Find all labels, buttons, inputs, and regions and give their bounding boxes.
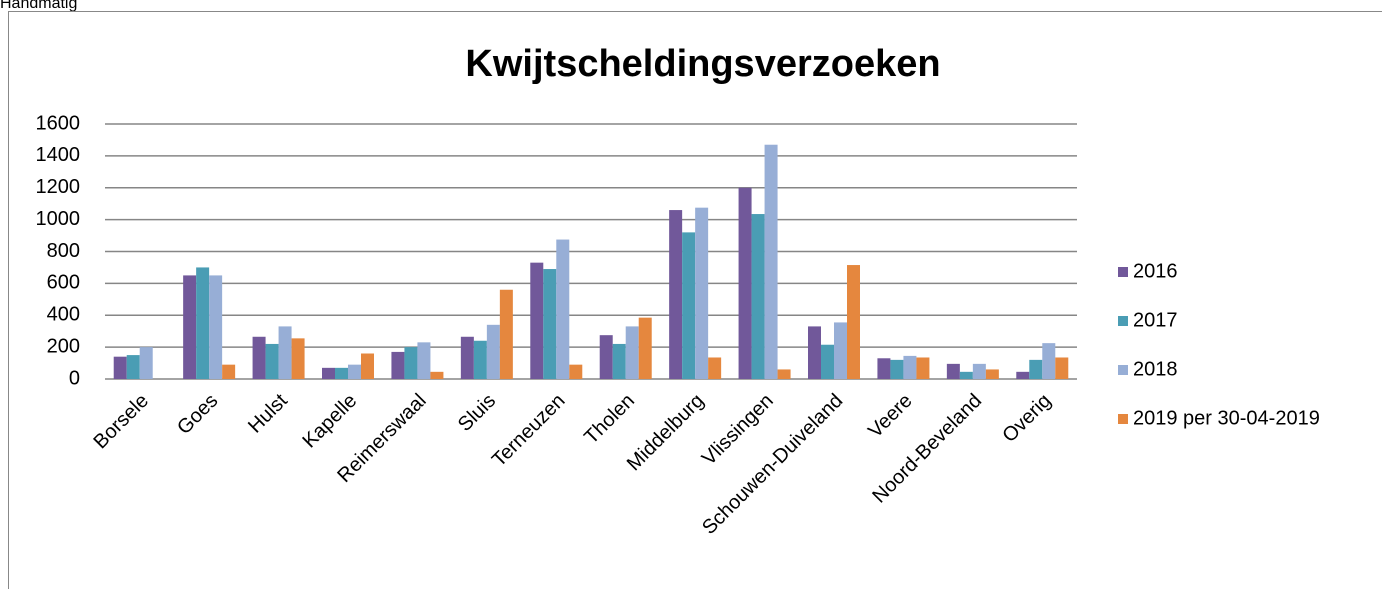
bar	[252, 336, 266, 379]
x-tick-label: Kapelle	[299, 390, 362, 453]
bar	[638, 317, 652, 379]
bar	[126, 355, 140, 379]
y-tick-label: 400	[47, 304, 80, 326]
bar	[708, 357, 722, 379]
bar	[139, 347, 153, 379]
bar	[473, 340, 487, 379]
bar	[265, 343, 279, 379]
x-tick-label: Veere	[864, 390, 917, 443]
x-tick-label: Overig	[998, 390, 1055, 447]
x-tick-label: Schouwen-Duiveland	[698, 390, 847, 539]
legend-label: 2016	[1133, 260, 1178, 282]
legend-label: 2018	[1133, 358, 1178, 380]
bar	[890, 359, 904, 379]
bar	[877, 358, 891, 379]
bar	[625, 326, 639, 379]
y-tick-label: 1200	[36, 176, 81, 198]
y-tick-label: 200	[47, 335, 80, 357]
bar	[335, 367, 348, 379]
legend-swatch	[1118, 316, 1128, 326]
y-tick-label: 1400	[36, 144, 81, 166]
y-tick-label: 1000	[36, 208, 81, 230]
bar	[183, 275, 197, 379]
x-tick-label: Borsele	[89, 390, 153, 454]
bar	[916, 357, 930, 379]
bar	[777, 369, 791, 379]
bar	[903, 355, 917, 379]
bar	[985, 369, 999, 379]
bar	[361, 353, 374, 379]
bar	[291, 338, 305, 379]
y-tick-label: 0	[69, 367, 80, 389]
bar	[404, 347, 418, 379]
bar	[738, 187, 752, 379]
legend-swatch	[1118, 365, 1128, 375]
bar	[847, 265, 860, 379]
bar	[808, 326, 821, 379]
bar	[946, 363, 960, 379]
bar	[1029, 359, 1043, 379]
bar	[209, 275, 223, 379]
bar	[278, 326, 292, 379]
bar	[751, 214, 765, 379]
bar	[417, 342, 431, 379]
bar	[669, 210, 683, 379]
bar	[530, 262, 544, 379]
x-tick-label: Sluis	[454, 390, 500, 436]
bar	[599, 335, 613, 379]
legend-swatch	[1118, 414, 1128, 424]
bar	[430, 371, 444, 379]
x-tick-label: Hulst	[244, 389, 292, 437]
y-tick-label: 1600	[36, 112, 81, 134]
chart-title: Kwijtscheldingsverzoeken	[465, 43, 940, 85]
bar	[113, 356, 127, 379]
bar	[1016, 371, 1030, 379]
bar	[322, 367, 335, 379]
bar	[821, 344, 834, 379]
bar	[486, 324, 500, 379]
bar	[695, 207, 709, 379]
x-tick-label: Terneuzen	[488, 390, 570, 472]
legend-swatch	[1118, 267, 1128, 277]
bar	[222, 364, 236, 379]
y-tick-label: 600	[47, 272, 80, 294]
bar	[569, 364, 583, 379]
page-label: Handmatig	[0, 0, 77, 12]
y-tick-label: 800	[47, 240, 80, 262]
bar	[543, 269, 557, 379]
bar	[196, 267, 210, 379]
bar	[1055, 357, 1069, 379]
bar	[348, 364, 361, 379]
x-tick-label: Goes	[173, 390, 222, 439]
bar	[391, 351, 405, 379]
bar	[499, 289, 513, 379]
chart-frame	[8, 11, 1382, 589]
legend-label: 2017	[1133, 309, 1178, 331]
bar	[764, 144, 778, 379]
bar	[972, 363, 986, 379]
bar	[460, 336, 474, 379]
legend-label: 2019 per 30-04-2019	[1133, 407, 1320, 429]
bar	[959, 371, 973, 379]
x-tick-label: Tholen	[580, 390, 639, 449]
bar	[1042, 343, 1056, 379]
bar	[556, 239, 570, 379]
bar	[834, 322, 847, 379]
bar	[682, 232, 696, 379]
bar	[612, 343, 626, 379]
